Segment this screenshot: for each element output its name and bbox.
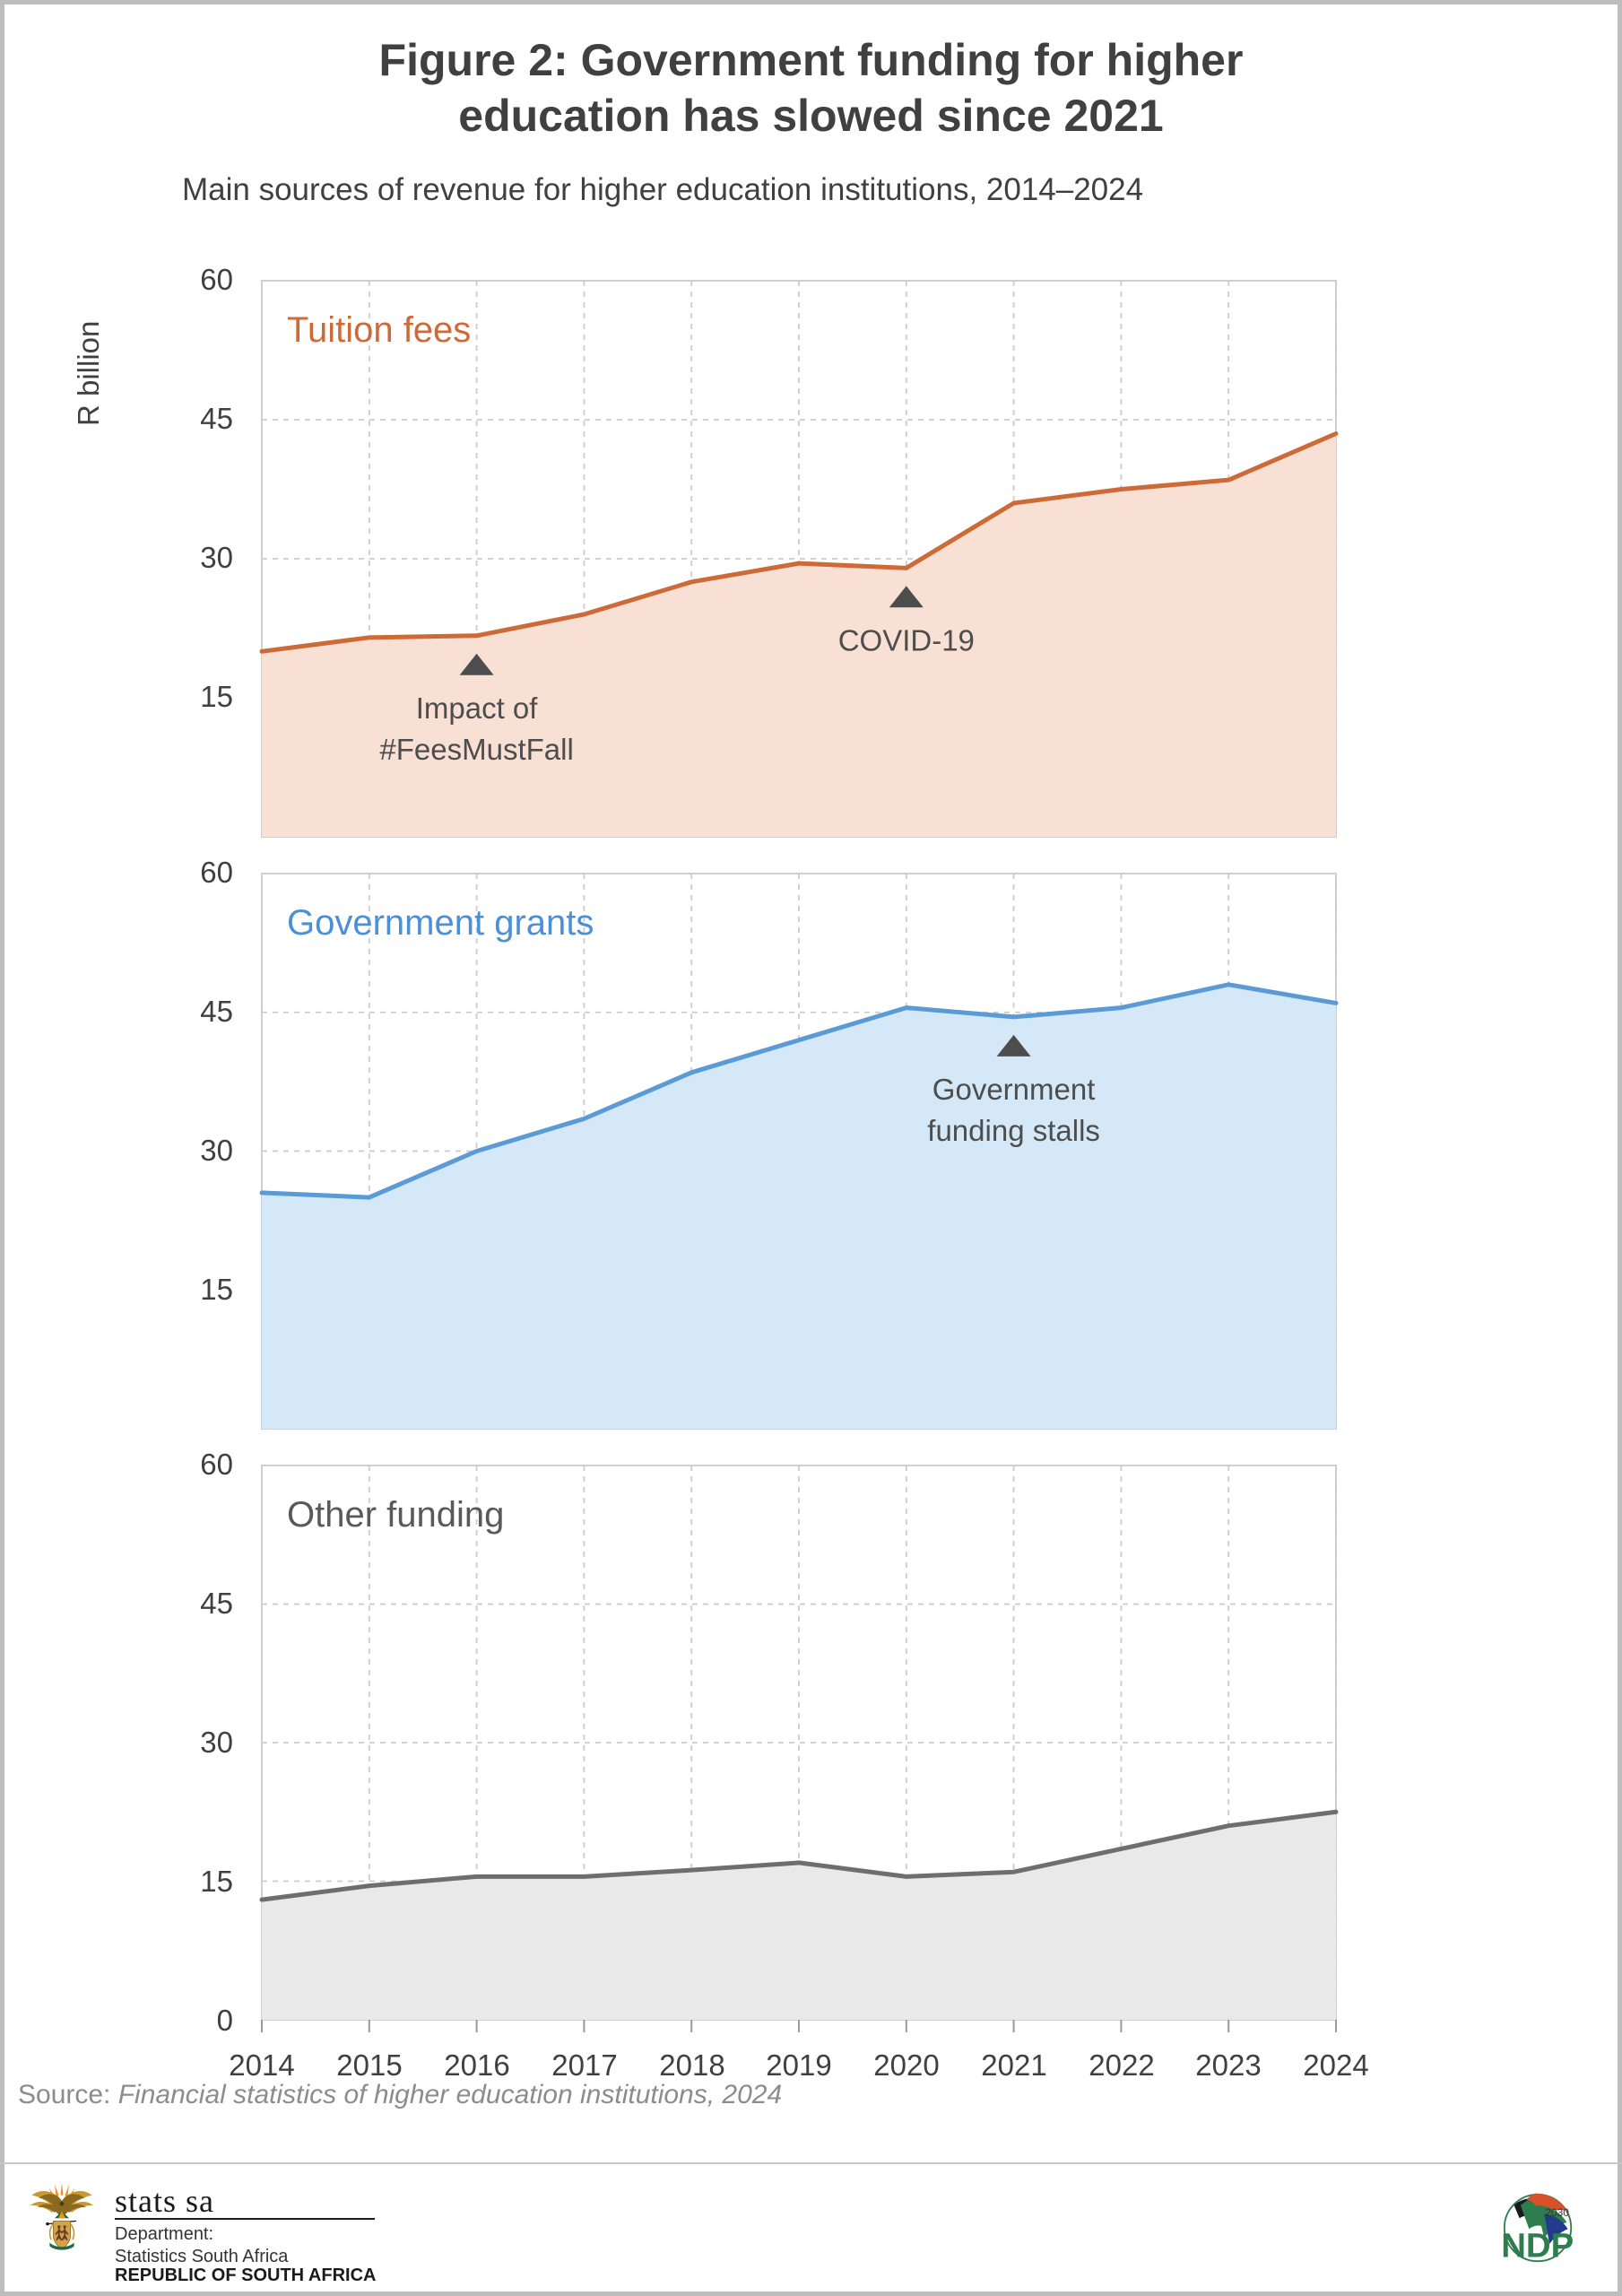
svg-text:Government grants: Government grants	[287, 903, 594, 943]
svg-text:Impact of: Impact of	[416, 691, 539, 725]
svg-text:Government: Government	[932, 1073, 1096, 1106]
svg-text:Tuition fees: Tuition fees	[287, 310, 471, 350]
svg-text:2030: 2030	[1545, 2206, 1569, 2219]
svg-text:COVID-19: COVID-19	[838, 623, 975, 657]
svg-text:Other funding: Other funding	[287, 1495, 504, 1535]
svg-text:funding stalls: funding stalls	[927, 1114, 1100, 1147]
svg-text:NDP: NDP	[1501, 2226, 1574, 2265]
svg-text:#FeesMustFall: #FeesMustFall	[379, 733, 573, 766]
